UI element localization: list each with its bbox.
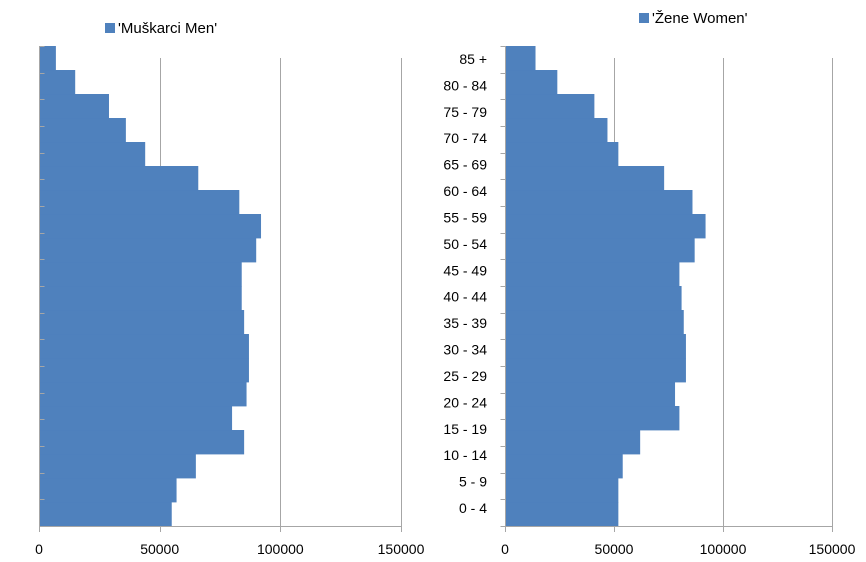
age-group-label: 40 - 44 <box>443 289 487 305</box>
age-group-label: 70 - 74 <box>443 130 487 146</box>
left-bar-17 <box>39 94 109 119</box>
left-x-tick-label: 50000 <box>140 541 179 557</box>
age-group-label: 45 - 49 <box>443 262 487 278</box>
right-legend-swatch <box>639 13 649 23</box>
right-bar-13 <box>505 190 693 215</box>
left-bar-11 <box>39 238 257 263</box>
bars-layer <box>39 46 706 527</box>
age-group-label: 75 - 79 <box>443 104 487 120</box>
left-bar-10 <box>39 262 242 287</box>
right-bar-11 <box>505 238 695 263</box>
left-bar-13 <box>39 190 240 215</box>
left-x-tick-label: 0 <box>35 541 43 557</box>
axes-layer <box>39 46 833 532</box>
age-group-label: 25 - 29 <box>443 368 487 384</box>
left-bar-3 <box>39 430 245 455</box>
age-group-label: 30 - 34 <box>443 342 487 358</box>
right-x-tick-label: 150000 <box>809 541 856 557</box>
age-group-label: 35 - 39 <box>443 315 487 331</box>
left-bar-9 <box>39 286 242 311</box>
left-bar-16 <box>39 118 126 143</box>
age-group-label: 55 - 59 <box>443 209 487 225</box>
right-bar-7 <box>505 334 686 359</box>
left-bar-8 <box>39 310 245 335</box>
legend-layer: 'Muškarci Men' 'Žene Women' <box>105 10 748 37</box>
left-legend-swatch <box>105 23 115 33</box>
right-x-tick-label: 100000 <box>700 541 747 557</box>
right-bar-4 <box>505 406 680 431</box>
age-group-label: 15 - 19 <box>443 421 487 437</box>
age-group-label: 50 - 54 <box>443 236 487 252</box>
right-bar-3 <box>505 430 641 455</box>
age-group-label: 0 - 4 <box>459 500 487 516</box>
right-bar-14 <box>505 166 665 191</box>
age-group-label: 20 - 24 <box>443 394 487 410</box>
age-group-label: 65 - 69 <box>443 157 487 173</box>
right-bar-0 <box>505 502 619 527</box>
right-bar-6 <box>505 358 686 383</box>
left-bar-7 <box>39 334 249 359</box>
left-bar-15 <box>39 142 146 167</box>
left-x-tick-label: 150000 <box>378 541 425 557</box>
grid-layer <box>160 58 833 526</box>
right-bar-10 <box>505 262 680 287</box>
right-bar-19 <box>505 46 536 71</box>
left-x-tick-label: 100000 <box>257 541 304 557</box>
right-bar-8 <box>505 310 684 335</box>
left-bar-5 <box>39 382 247 407</box>
left-bar-6 <box>39 358 249 383</box>
right-bar-17 <box>505 94 595 119</box>
right-x-tick-label: 50000 <box>595 541 634 557</box>
right-bar-15 <box>505 142 619 167</box>
right-bar-18 <box>505 70 558 95</box>
right-legend-label: 'Žene Women' <box>652 10 748 27</box>
right-bar-12 <box>505 214 706 239</box>
left-bar-14 <box>39 166 199 191</box>
age-group-label: 85 + <box>459 51 487 67</box>
right-bar-1 <box>505 478 619 503</box>
right-bar-2 <box>505 454 623 479</box>
right-bar-16 <box>505 118 608 143</box>
right-bar-9 <box>505 286 682 311</box>
left-bar-18 <box>39 70 76 95</box>
labels-layer: 150000 100000 50000 0 0 50000 100000 150000 0 - … <box>35 51 855 557</box>
age-group-label: 80 - 84 <box>443 77 487 93</box>
age-group-label: 5 - 9 <box>459 474 487 490</box>
left-bar-4 <box>39 406 233 431</box>
left-bar-19 <box>39 46 56 71</box>
left-bar-0 <box>39 502 172 527</box>
right-x-tick-label: 0 <box>501 541 509 557</box>
right-bar-5 <box>505 382 676 407</box>
left-bar-2 <box>39 454 196 479</box>
left-bar-12 <box>39 214 262 239</box>
left-legend-label: 'Muškarci Men' <box>118 20 217 37</box>
left-bar-1 <box>39 478 177 503</box>
age-group-label: 10 - 14 <box>443 447 487 463</box>
age-group-label: 60 - 64 <box>443 183 487 199</box>
